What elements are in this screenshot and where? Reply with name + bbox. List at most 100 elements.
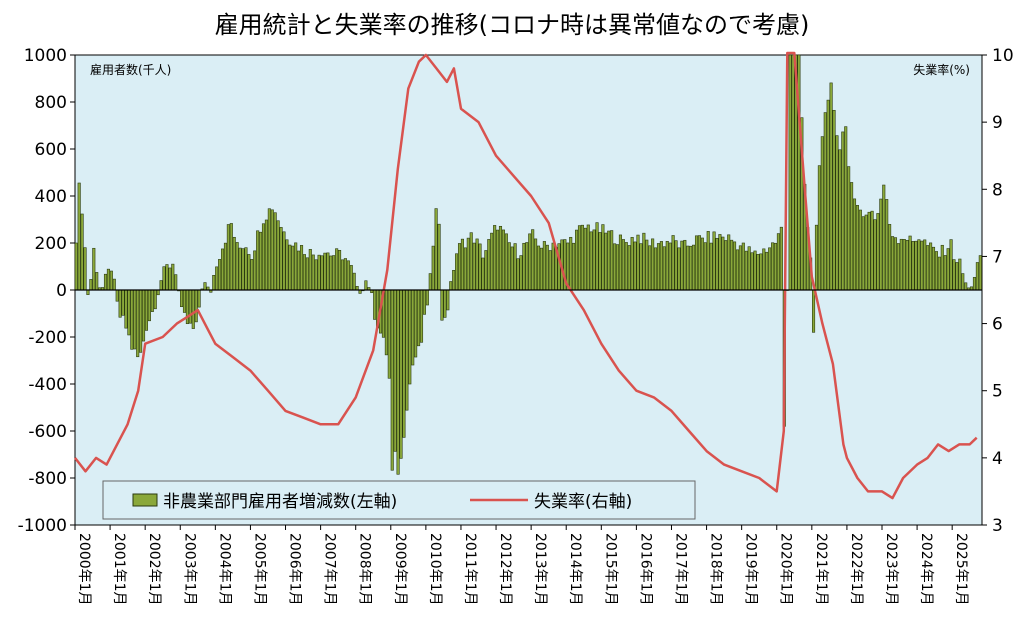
x-tick-label: 2012年1月 [497, 533, 513, 606]
bar [642, 232, 646, 291]
bar [139, 289, 143, 353]
bar [80, 213, 84, 291]
bar [226, 224, 230, 291]
bar [773, 242, 778, 291]
bar [302, 254, 306, 291]
bar [826, 99, 830, 291]
bar [405, 289, 409, 411]
bar [937, 256, 941, 291]
bar [899, 238, 903, 291]
bar [741, 242, 745, 291]
bar [320, 255, 324, 291]
bar [601, 224, 605, 291]
bar [285, 239, 289, 291]
bar [861, 216, 865, 291]
bar [542, 241, 546, 291]
bar [402, 289, 406, 438]
bar [940, 244, 944, 291]
bar [522, 242, 526, 291]
bar [159, 280, 163, 291]
bar [103, 273, 108, 291]
legend-box [102, 480, 696, 520]
x-tick-label: 2020年1月 [778, 533, 794, 606]
bar [106, 268, 110, 291]
bar [738, 245, 742, 291]
bar [332, 255, 336, 291]
bar [929, 242, 933, 291]
bar [656, 243, 661, 291]
bar [162, 266, 166, 291]
bar [484, 250, 488, 291]
bar [621, 239, 625, 291]
legend-bar-swatch [132, 493, 158, 507]
bar [419, 289, 424, 343]
bar [150, 289, 154, 312]
bar [949, 239, 953, 291]
bar [182, 289, 187, 313]
bar [349, 265, 353, 291]
bar [232, 236, 236, 291]
bar [677, 247, 681, 291]
bar [820, 136, 824, 291]
bar [136, 289, 140, 358]
x-tick-label: 2004年1月 [216, 533, 232, 606]
bar [811, 289, 816, 333]
bar [765, 251, 769, 291]
bar [917, 239, 921, 291]
bar [671, 235, 675, 291]
x-tick-label: 2015年1月 [602, 533, 618, 606]
bar [180, 289, 184, 308]
bar [513, 243, 517, 291]
bar [335, 248, 339, 291]
bar [463, 247, 467, 291]
bar [888, 224, 892, 291]
bar [168, 267, 172, 291]
bar [422, 289, 426, 315]
bar [411, 289, 415, 366]
bar [776, 233, 780, 291]
x-tick-label: 2017年1月 [672, 533, 688, 606]
bar [92, 247, 96, 291]
bar [77, 182, 81, 291]
left-axis-label: 雇用者数(千人) [90, 62, 171, 77]
x-tick-label: 2006年1月 [287, 533, 303, 606]
bar [908, 235, 912, 291]
left-tick-label: 200 [35, 234, 67, 254]
bar [417, 289, 421, 347]
bar [814, 224, 819, 291]
bar [534, 238, 538, 291]
bar [317, 254, 321, 291]
x-tick-label: 2011年1月 [462, 533, 478, 606]
bar [121, 289, 125, 316]
bar [203, 282, 207, 291]
bar [706, 231, 710, 291]
x-tick-label: 2008年1月 [357, 533, 373, 606]
bar [352, 272, 356, 291]
right-tick-label: 9 [992, 113, 1003, 133]
bar [270, 209, 274, 291]
bar [882, 184, 886, 291]
bar [686, 245, 690, 291]
bar [835, 135, 839, 291]
bar [615, 244, 620, 291]
bar [858, 209, 862, 291]
bar [256, 230, 260, 291]
bar [934, 251, 938, 291]
bar [829, 82, 833, 291]
bar [250, 259, 254, 291]
bar [589, 231, 593, 291]
bar [174, 274, 178, 291]
bar [259, 231, 263, 291]
bar [630, 237, 634, 291]
bar [478, 243, 482, 291]
bar [297, 250, 301, 291]
bar [779, 226, 783, 291]
left-tick-label: 600 [35, 140, 67, 160]
bar [308, 249, 312, 291]
bar [864, 214, 868, 291]
bar [756, 254, 760, 291]
bar [446, 289, 450, 311]
bar [697, 235, 701, 291]
bar [627, 245, 631, 291]
x-tick-label: 2021年1月 [813, 533, 829, 606]
